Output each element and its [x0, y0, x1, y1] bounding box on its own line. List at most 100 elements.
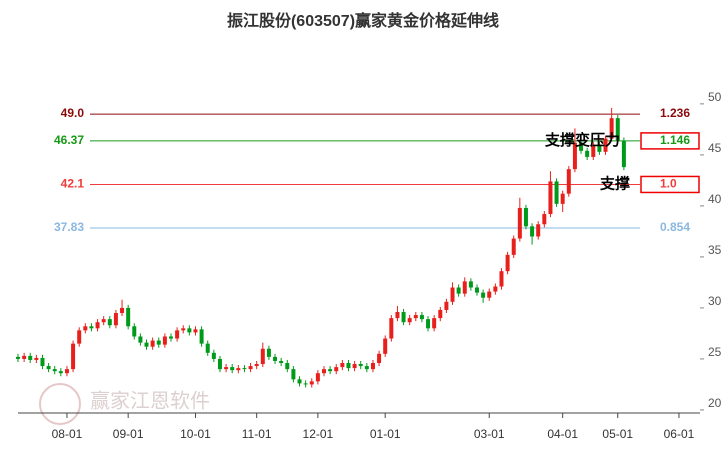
- candle-body: [358, 364, 363, 367]
- candle-body: [450, 287, 455, 302]
- candle-body: [199, 329, 204, 344]
- candle-body: [468, 281, 473, 288]
- candle-body: [456, 287, 461, 294]
- candle-body: [419, 315, 424, 320]
- candle-body: [138, 336, 143, 343]
- candle-body: [481, 292, 486, 298]
- candle-body: [303, 383, 308, 385]
- level-price: 42.1: [61, 177, 85, 191]
- candle-body: [113, 313, 118, 326]
- candle-body: [236, 368, 241, 371]
- candle-body: [187, 328, 192, 333]
- candle-body: [609, 118, 614, 139]
- candle-body: [475, 287, 479, 293]
- candle-body: [585, 150, 590, 157]
- x-tick-label: 04-01: [547, 427, 578, 441]
- candle-body: [597, 144, 602, 152]
- y-tick-label: 35: [708, 243, 722, 257]
- candle-body: [517, 207, 522, 239]
- candle-body: [591, 144, 596, 157]
- candle-body: [297, 379, 302, 384]
- candle-body: [444, 301, 449, 310]
- x-tick-label: 11-01: [242, 427, 272, 441]
- chart-title: 振江股份(603507)赢家黄金价格延伸线: [227, 11, 499, 30]
- candle-body: [505, 254, 510, 272]
- candle-body: [34, 357, 39, 360]
- x-tick-label: 01-01: [370, 427, 401, 441]
- candle-body: [432, 318, 437, 329]
- candle-body: [548, 181, 553, 215]
- candle-body: [352, 364, 357, 369]
- x-tick-label: 05-01: [602, 427, 633, 441]
- candle-body: [273, 356, 278, 361]
- candle-body: [211, 352, 216, 359]
- level-ratio: 1.236: [660, 106, 690, 120]
- candle-body: [572, 142, 577, 170]
- y-tick-label: 20: [708, 396, 722, 410]
- candle-body: [248, 366, 253, 370]
- candle-body: [603, 138, 608, 152]
- level-price: 37.83: [54, 220, 84, 234]
- candle-body: [499, 271, 504, 287]
- candle-body: [383, 338, 388, 354]
- candle-body: [523, 207, 528, 227]
- candle-body: [95, 322, 100, 329]
- candle-body: [328, 369, 333, 372]
- candle-body: [530, 226, 535, 237]
- candle-body: [536, 224, 541, 237]
- candle-body: [260, 348, 265, 365]
- candle-body: [169, 336, 173, 339]
- candle-body: [64, 369, 69, 374]
- watermark-logo: [39, 383, 81, 425]
- candle-body: [175, 330, 180, 339]
- level-ratio: 1.146: [660, 133, 690, 147]
- level-price: 46.37: [54, 133, 84, 147]
- candle-body: [58, 371, 63, 374]
- candle-body: [426, 319, 431, 329]
- candle-body: [389, 318, 394, 339]
- candle-body: [266, 348, 271, 357]
- x-tick-label: 12-01: [303, 427, 334, 441]
- candle-body: [28, 355, 33, 360]
- candle-body: [156, 340, 161, 345]
- candle-body: [322, 369, 326, 374]
- candle-body: [162, 336, 167, 345]
- candle-body: [291, 369, 296, 380]
- candle-body: [254, 364, 259, 367]
- annotation: 支撑: [599, 174, 630, 192]
- y-tick-label: 25: [708, 345, 722, 359]
- level-box: [640, 132, 700, 150]
- candle-body: [107, 319, 112, 326]
- candle-body: [181, 328, 186, 331]
- candle-body: [144, 342, 149, 347]
- candle-body: [566, 169, 571, 194]
- candle-body: [395, 311, 400, 319]
- x-tick-label: 06-01: [664, 427, 695, 441]
- candle-body: [309, 381, 314, 385]
- x-tick-label: 08-01: [52, 427, 83, 441]
- candle-body: [52, 369, 57, 372]
- candle-body: [487, 291, 492, 298]
- candle-body: [560, 193, 565, 204]
- y-tick-label: 30: [708, 294, 722, 308]
- candle-body: [89, 326, 94, 329]
- candle-body: [40, 357, 45, 367]
- candle-body: [279, 360, 284, 364]
- annotation: 支撑变压力: [544, 131, 620, 149]
- x-tick-label: 09-01: [113, 427, 144, 441]
- candle-body: [377, 353, 382, 364]
- y-tick-label: 40: [708, 192, 722, 206]
- y-tick-label: 50: [708, 90, 722, 104]
- candle-body: [77, 330, 82, 344]
- candle-body: [83, 326, 88, 331]
- candle-body: [22, 355, 27, 359]
- candle-body: [462, 281, 467, 294]
- x-tick-label: 10-01: [180, 427, 211, 441]
- candle-body: [621, 140, 626, 168]
- candle-body: [101, 319, 106, 323]
- candle-body: [46, 366, 51, 370]
- x-tick-label: 03-01: [474, 427, 505, 441]
- candle-body: [120, 307, 125, 314]
- candle-body: [554, 181, 559, 204]
- candle-body: [230, 367, 235, 371]
